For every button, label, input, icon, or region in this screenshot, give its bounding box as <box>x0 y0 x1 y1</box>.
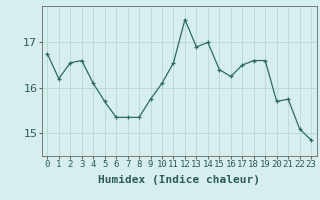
X-axis label: Humidex (Indice chaleur): Humidex (Indice chaleur) <box>98 175 260 185</box>
